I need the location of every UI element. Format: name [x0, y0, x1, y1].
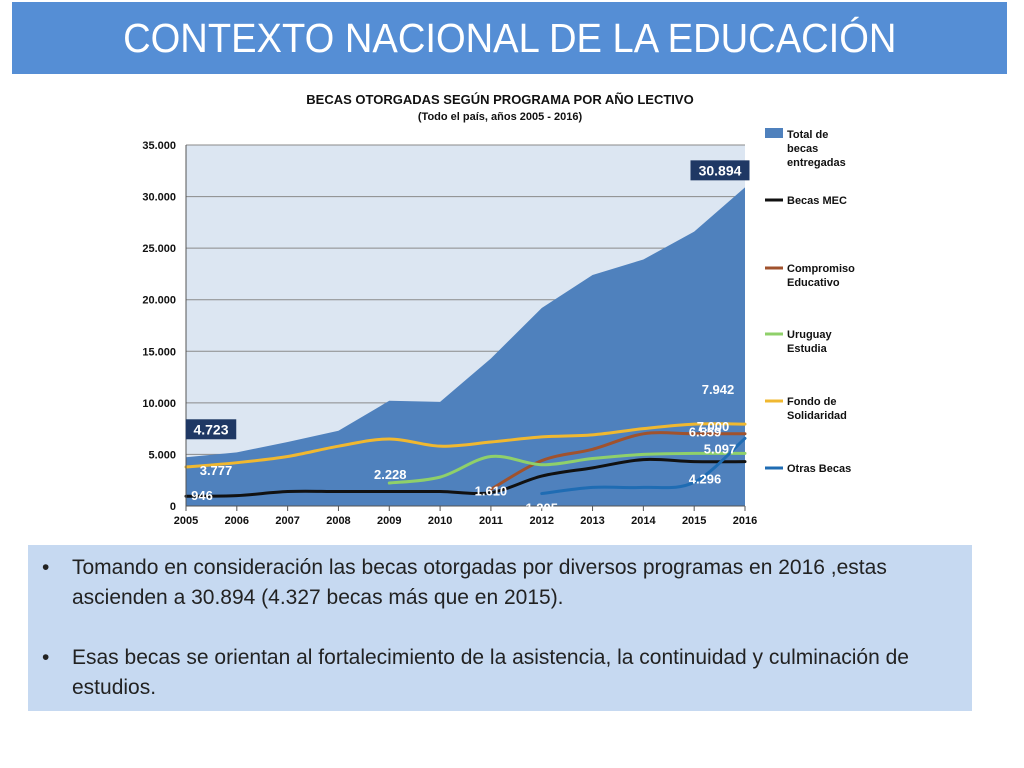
- y-tick-label: 15.000: [142, 346, 176, 358]
- y-tick-label: 25.000: [142, 243, 176, 255]
- chart-title: BECAS OTORGADAS SEGÚN PROGRAMA POR AÑO L…: [306, 92, 693, 107]
- legend-label: Compromiso Educativo: [787, 263, 855, 289]
- data-label: 1.205: [525, 501, 558, 516]
- slide-title: CONTEXTO NACIONAL DE LA EDUCACIÓN: [122, 14, 897, 61]
- x-tick-label: 2011: [479, 515, 503, 527]
- data-label: 3.777: [200, 463, 233, 478]
- data-label: 2.228: [374, 467, 407, 482]
- y-tick-label: 0: [170, 501, 176, 513]
- legend-label: Total de becas entregadas: [787, 129, 846, 169]
- legend-label: Fondo de Solidaridad: [787, 396, 847, 422]
- bullet-item: • Tomando en consideración las becas oto…: [42, 553, 952, 613]
- series-line-1: [184, 457, 747, 498]
- bullet-item: • Esas becas se orientan al fortalecimie…: [42, 643, 952, 703]
- series-line-2: [489, 431, 747, 491]
- series-line-5: [540, 436, 747, 496]
- data-label: 5.097: [704, 441, 737, 456]
- x-tick-label: 2005: [174, 515, 198, 527]
- x-tick-label: 2013: [580, 515, 604, 527]
- data-label: 4.296: [689, 472, 722, 487]
- y-tick-label: 30.000: [142, 192, 176, 204]
- data-label: 946: [191, 488, 213, 503]
- y-tick-label: 35.000: [142, 140, 176, 152]
- y-tick-label: 10.000: [142, 398, 176, 410]
- data-label: 6.559: [689, 424, 722, 439]
- bullet-dot: •: [42, 556, 50, 579]
- x-tick-label: 2008: [326, 515, 350, 527]
- x-tick-label: 2010: [428, 515, 452, 527]
- data-label: 7.000: [697, 419, 730, 434]
- legend-label: Otras Becas: [787, 463, 851, 475]
- area-total-becas: [186, 187, 745, 506]
- title-bar: CONTEXTO NACIONAL DE LA EDUCACIÓN: [12, 2, 1007, 74]
- chart-subtitle: (Todo el país, años 2005 - 2016): [418, 111, 583, 123]
- y-tick-label: 20.000: [142, 295, 176, 307]
- x-tick-label: 2016: [733, 515, 757, 527]
- legend-label: Becas MEC: [787, 195, 847, 207]
- x-tick-label: 2012: [529, 515, 553, 527]
- legend-swatch: [765, 128, 783, 138]
- series-line-3: [387, 451, 747, 485]
- x-tick-label: 2014: [631, 515, 656, 527]
- data-label: 30.894: [699, 162, 742, 178]
- x-tick-label: 2007: [275, 515, 299, 527]
- y-tick-label: 5.000: [148, 449, 176, 461]
- series-line-4: [184, 422, 747, 469]
- data-label: 7.942: [702, 382, 735, 397]
- x-tick-label: 2006: [225, 515, 249, 527]
- data-label-box: [185, 419, 237, 440]
- bullet-text: Esas becas se orientan al fortalecimient…: [72, 646, 909, 699]
- x-tick-label: 2009: [377, 515, 401, 527]
- becas-chart: BECAS OTORGADAS SEGÚN PROGRAMA POR AÑO L…: [142, 92, 855, 527]
- legend-label: Uruguay Estudia: [787, 329, 833, 355]
- x-tick-label: 2015: [682, 515, 706, 527]
- data-label-box: [690, 160, 750, 181]
- data-label: 1.610: [475, 483, 508, 498]
- data-label: 4.723: [193, 421, 228, 437]
- bullet-text: Tomando en consideración las becas otorg…: [72, 556, 887, 609]
- bullet-panel: • Tomando en consideración las becas oto…: [28, 545, 972, 711]
- bullet-dot: •: [42, 646, 50, 669]
